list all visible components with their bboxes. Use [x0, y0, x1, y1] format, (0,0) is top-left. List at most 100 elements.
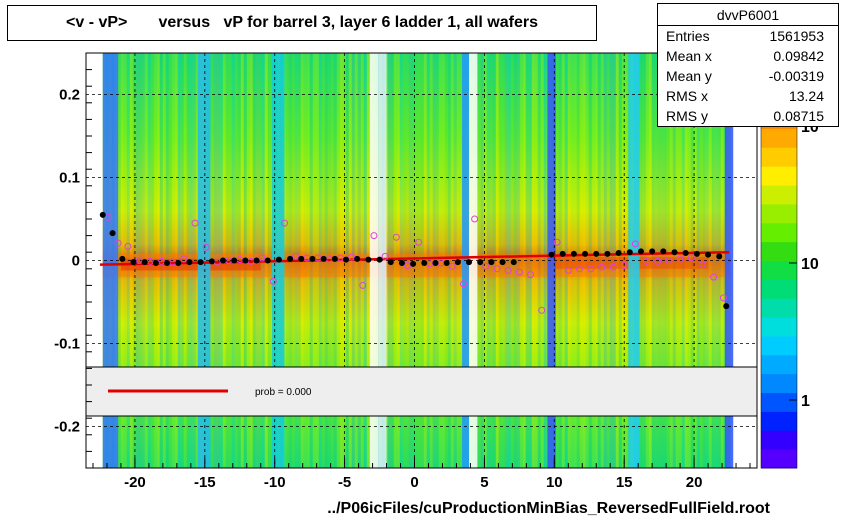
y-axis: -0.2 -0.1 0 0.1 0.2: [54, 52, 92, 469]
profile-open-point: [493, 265, 501, 273]
profile-filled-point: [693, 250, 700, 257]
profile-open-point: [504, 266, 512, 274]
profile-filled-point: [723, 303, 730, 310]
color-scale-step: [761, 430, 797, 450]
profile-filled-point: [376, 256, 383, 263]
profile-filled-point: [208, 258, 215, 265]
stat-row-rms-y: RMS y 0.08715: [658, 106, 838, 126]
profile-open-point: [114, 239, 122, 247]
profile-filled-point: [197, 259, 204, 266]
profile-filled-point: [559, 250, 566, 257]
stat-key: Mean x: [666, 48, 712, 64]
color-scale-step: [761, 392, 797, 412]
profile-filled-point: [637, 248, 644, 255]
stat-value: 0.08715: [773, 108, 824, 124]
profile-open-point: [676, 255, 684, 263]
color-scale-step: [761, 354, 797, 375]
x-tick-label: 5: [480, 474, 488, 491]
x-tick-label: 15: [616, 474, 633, 491]
profile-open-point: [564, 266, 572, 274]
profile-filled-point: [287, 255, 294, 262]
profile-open-point: [587, 265, 595, 273]
profile-filled-point: [432, 259, 439, 266]
x-tick-label: -15: [194, 474, 216, 491]
profile-open-point: [348, 253, 356, 261]
profile-filled-point: [275, 256, 282, 263]
chart-title-box: <v - vP> versus vP for barrel 3, layer 6…: [7, 5, 597, 41]
profile-open-point: [553, 238, 561, 246]
color-scale-label: 1: [801, 393, 810, 410]
profile-filled-point: [421, 259, 428, 266]
profile-open-point: [359, 281, 367, 289]
profile-filled-point: [253, 257, 260, 264]
plot-border: [85, 52, 758, 469]
profile-open-point: [392, 233, 400, 241]
profile-open-point: [719, 294, 727, 302]
profile-filled-point: [130, 259, 137, 266]
profile-open-point: [202, 243, 210, 251]
profile-open-point: [415, 238, 423, 246]
stat-value: 1561953: [769, 28, 824, 44]
profile-filled-point: [309, 255, 316, 262]
profile-open-point: [448, 262, 456, 270]
profile-filled-point: [615, 250, 622, 257]
profile-filled-point: [649, 248, 656, 255]
color-scale-step: [761, 260, 797, 280]
stat-value: 0.09842: [773, 48, 824, 64]
x-axis-title: ../P06icFiles/cuProductionMinBias_Revers…: [327, 500, 770, 517]
profile-filled-point: [626, 249, 633, 256]
y-tick-label: -0.2: [54, 419, 80, 436]
heatmap-dead-column: [469, 53, 478, 468]
profile-open-point: [698, 261, 706, 269]
profile-open-point: [124, 242, 132, 250]
profile-filled-markers: [99, 211, 730, 310]
color-scale-step: [761, 317, 797, 337]
profile-filled-point: [320, 255, 327, 262]
profile-open-point: [598, 263, 606, 271]
heatmap-dead-column: [197, 53, 211, 468]
fit-line-segment: [99, 250, 730, 266]
stat-row-rms-x: RMS x 13.24: [658, 86, 838, 106]
profile-open-point: [471, 215, 479, 223]
stat-row-entries: Entries 1561953: [658, 26, 838, 46]
color-scale-step: [761, 241, 797, 261]
color-scale-step: [761, 279, 797, 299]
profile-open-point: [292, 252, 300, 260]
profile-filled-point: [410, 260, 417, 267]
profile-open-point: [665, 257, 673, 264]
profile-open-point: [370, 232, 378, 240]
x-tick-label: -5: [338, 474, 351, 491]
heatmap-dead-column: [547, 53, 556, 468]
profile-open-point: [575, 265, 583, 273]
profile-filled-point: [365, 256, 372, 263]
profile-filled-point: [466, 259, 473, 266]
stat-key: Entries: [666, 28, 710, 44]
profile-open-point: [180, 255, 188, 263]
profile-filled-point: [660, 248, 667, 255]
grid-lines: [86, 53, 757, 468]
stat-value: 13.24: [788, 88, 824, 104]
profile-filled-point: [242, 257, 249, 264]
profile-filled-point: [264, 257, 271, 264]
profile-filled-point: [604, 250, 611, 257]
profile-filled-point: [398, 259, 405, 266]
profile-filled-point: [477, 259, 484, 266]
profile-filled-point: [705, 251, 712, 258]
y-tick-label: 0.2: [59, 87, 80, 104]
profile-open-point: [687, 254, 695, 262]
stats-box: dvvP6001 Entries 1561953 Mean x 0.09842 …: [657, 3, 839, 127]
profile-filled-point: [152, 259, 159, 266]
profile-filled-point: [354, 255, 361, 262]
stat-key: Mean y: [666, 68, 712, 84]
profile-open-point: [135, 257, 143, 264]
stat-row-mean-x: Mean x 0.09842: [658, 46, 838, 66]
stat-key: RMS x: [666, 88, 708, 104]
profile-filled-point: [682, 250, 689, 257]
fit-legend-label: prob = 0.000: [255, 387, 312, 398]
x-tick-label: -10: [264, 474, 286, 491]
stats-histogram-name: dvvP6001: [658, 5, 838, 26]
profile-open-point: [459, 280, 467, 288]
profile-filled-point: [331, 255, 338, 262]
profile-filled-point: [298, 255, 305, 262]
